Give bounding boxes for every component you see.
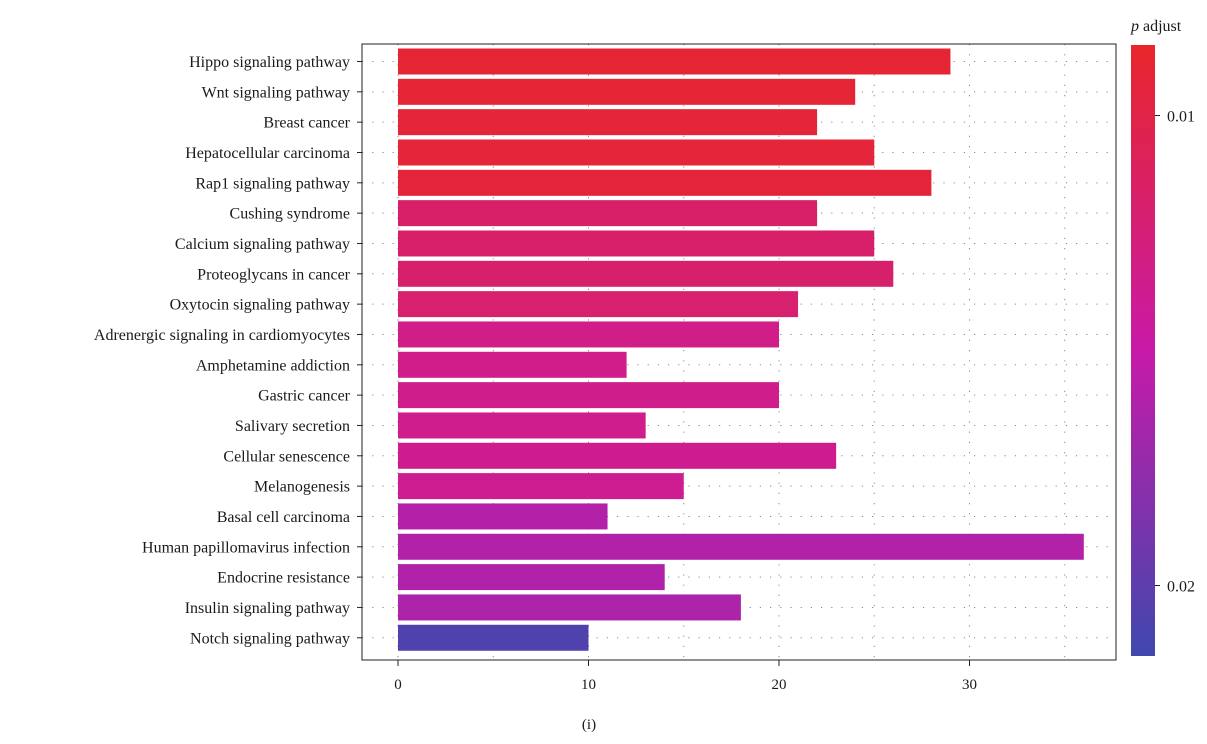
y-tick-label: Salivary secretion [235,418,350,435]
y-axis: Hippo signaling pathway Wnt signaling pat… [94,54,362,647]
bar [398,351,627,378]
bar [398,412,646,439]
bar [398,594,741,621]
y-tick-label: Breast cancer [263,115,350,132]
legend-title-rest: adjust [1139,18,1182,35]
y-tick-label: Amphetamine addiction [196,357,350,374]
y-tick-label: Hippo signaling pathway [189,54,350,71]
legend-title: p adjust [1130,18,1182,35]
y-tick-label: Insulin signaling pathway [185,600,350,617]
bar [398,48,951,75]
legend-tick-label: 0.02 [1167,579,1195,596]
bar [398,139,875,166]
figure-caption: (i) [582,717,596,733]
bar [398,200,818,227]
bar [398,291,799,318]
y-tick-label: Proteoglycans in cancer [197,266,351,283]
y-tick-label: Cellular senescence [223,448,350,465]
y-tick-label: Human papillomavirus infection [142,539,350,556]
legend-ticks: 0.01 0.02 [1155,109,1195,596]
y-tick-label: Rap1 signaling pathway [195,175,350,192]
y-tick-label: Notch signaling pathway [190,630,350,647]
bar [398,169,932,196]
x-tick-label: 30 [962,677,977,693]
bar [398,321,779,348]
y-tick-label: Melanogenesis [254,479,350,496]
legend-title-italic: p [1130,18,1139,35]
bar [398,564,665,591]
y-tick-label: Basal cell carcinoma [217,509,350,526]
bar [398,230,875,257]
bar [398,473,684,500]
y-tick-label: Oxytocin signaling pathway [170,297,350,314]
x-tick-label: 0 [394,677,402,693]
bar [398,382,779,409]
y-tick-label: Hepatocellular carcinoma [185,145,350,162]
y-tick-label: Calcium signaling pathway [175,236,350,253]
y-tick-label: Endocrine resistance [217,570,350,587]
bar [398,78,856,105]
bar [398,503,608,530]
color-legend: p adjust 0.01 0.02 [1130,18,1195,656]
y-tick-label: Wnt signaling pathway [202,84,350,101]
y-tick-label: Cushing syndrome [230,206,350,223]
bar [398,442,837,469]
colorbar [1131,45,1155,656]
y-tick-label: Gastric cancer [258,388,351,405]
x-tick-label: 20 [772,677,787,693]
x-tick-label: 10 [581,677,596,693]
x-axis: 0 10 20 30 [394,660,977,693]
y-tick-label: Adrenergic signaling in cardiomyocytes [94,327,350,344]
bar [398,109,818,136]
bar [398,260,894,287]
plot-panel-border [361,43,1117,661]
legend-tick-label: 0.01 [1167,109,1195,126]
bar [398,533,1084,560]
bars-layer [398,48,1084,651]
bar [398,624,589,651]
